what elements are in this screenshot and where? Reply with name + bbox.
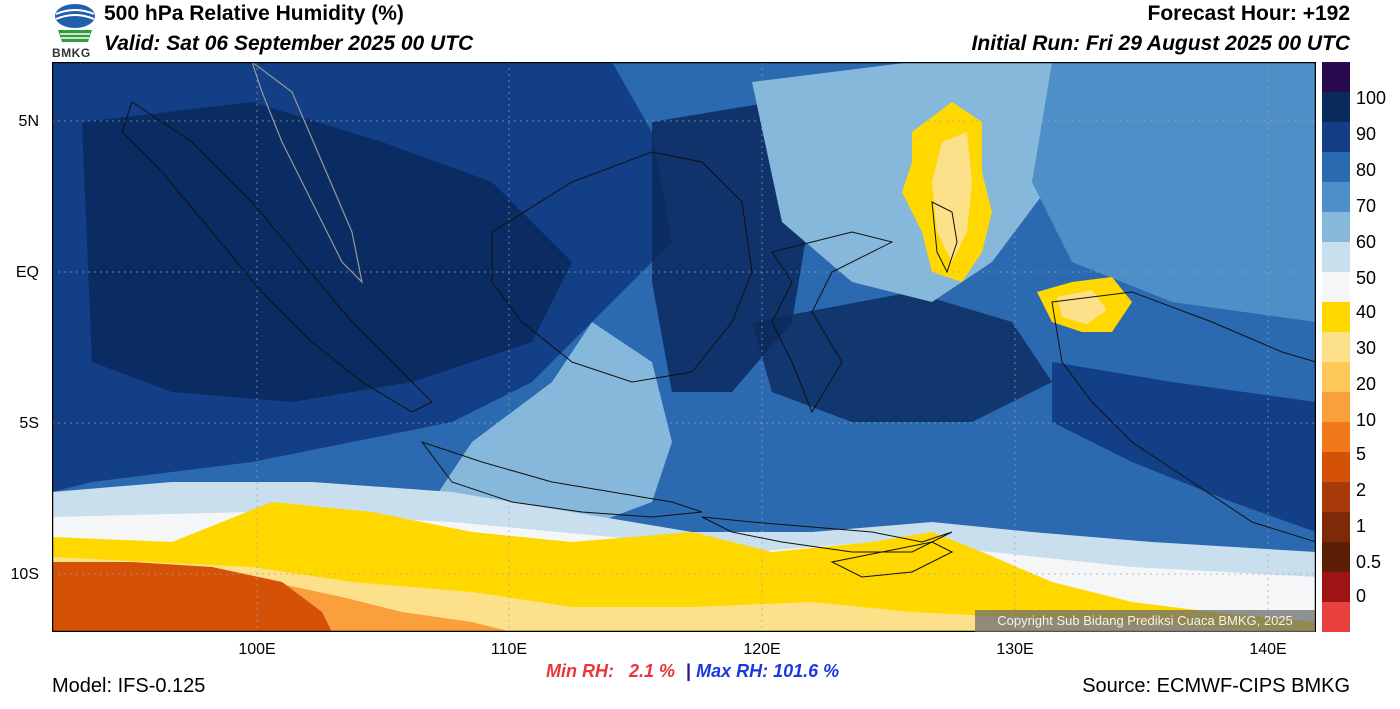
initial-run: Initial Run: Fri 29 August 2025 00 UTC bbox=[971, 32, 1350, 55]
valid-time: Valid: Sat 06 September 2025 00 UTC bbox=[104, 32, 474, 55]
coast-halmahera bbox=[931, 201, 958, 274]
source-label: Source: ECMWF-CIPS BMKG bbox=[1082, 675, 1350, 697]
coast-papua bbox=[1051, 291, 1316, 543]
colorbar-segment bbox=[1322, 452, 1350, 483]
colorbar-segment bbox=[1322, 602, 1350, 632]
colorbar-segment bbox=[1322, 332, 1350, 363]
colorbar-label: 0.5 bbox=[1356, 552, 1382, 572]
rh-separator: | bbox=[686, 661, 692, 681]
lon-label: 110E bbox=[490, 641, 528, 658]
coast-sumatra bbox=[121, 101, 433, 413]
lon-label: 120E bbox=[743, 641, 781, 658]
colorbar-segment bbox=[1322, 92, 1350, 123]
colorbar-segment bbox=[1322, 542, 1350, 573]
graticule bbox=[52, 62, 1316, 632]
field-very-dry-southwest bbox=[52, 562, 332, 632]
colorbar bbox=[1322, 62, 1350, 632]
field-moist-east bbox=[1052, 362, 1316, 532]
colorbar-segment bbox=[1322, 422, 1350, 453]
field-core-sulawesi bbox=[752, 292, 1052, 422]
field-core-west bbox=[82, 102, 572, 402]
colorbar-segment bbox=[1322, 512, 1350, 543]
coastlines bbox=[121, 101, 1316, 578]
max-rh-label: Max RH: 101.6 % bbox=[696, 661, 840, 681]
colorbar-segment bbox=[1322, 272, 1350, 303]
coast-nusa-tenggara bbox=[701, 516, 953, 553]
colorbar-label: 90 bbox=[1356, 124, 1377, 144]
colorbar-segment bbox=[1322, 482, 1350, 513]
coast-malay-peninsula bbox=[251, 62, 363, 284]
colorbar-label: 1 bbox=[1356, 516, 1367, 536]
rh-stats: Min RH: 2.1 % | Max RH: 101.6 % bbox=[546, 661, 839, 682]
colorbar-label: 0 bbox=[1356, 586, 1367, 606]
lon-label: 100E bbox=[238, 641, 276, 658]
colorbar-label: 100 bbox=[1356, 88, 1387, 108]
colorbar-label: 2 bbox=[1356, 480, 1367, 500]
field-dry-patch-papua-core bbox=[1057, 290, 1107, 324]
coast-borneo bbox=[491, 151, 753, 383]
map-title: 500 hPa Relative Humidity (%) bbox=[104, 2, 404, 25]
field-dry-patch-halmahera-core bbox=[932, 132, 972, 262]
humidity-map bbox=[52, 62, 1316, 632]
colorbar-segment bbox=[1322, 182, 1350, 213]
coast-sulawesi bbox=[771, 231, 894, 414]
lat-label: 10S bbox=[10, 566, 39, 583]
bmkg-logo-icon bbox=[55, 4, 95, 42]
colorbar-label: 10 bbox=[1356, 410, 1377, 430]
field-dry-tongue-central bbox=[432, 322, 672, 532]
colorbar-segment bbox=[1322, 122, 1350, 153]
forecast-hour: Forecast Hour: +192 bbox=[1147, 2, 1351, 25]
field-mid-east bbox=[1032, 62, 1316, 322]
colorbar-label: 20 bbox=[1356, 374, 1377, 394]
colorbar-segment bbox=[1322, 62, 1350, 93]
min-rh-label: Min RH: bbox=[546, 661, 614, 681]
colorbar-segment bbox=[1322, 242, 1350, 273]
lon-label: 130E bbox=[996, 641, 1034, 658]
min-rh-value: 2.1 % bbox=[629, 661, 676, 681]
colorbar-label: 5 bbox=[1356, 444, 1367, 464]
colorbar-label: 60 bbox=[1356, 232, 1377, 252]
colorbar-label: 30 bbox=[1356, 338, 1377, 358]
lat-label: 5S bbox=[19, 415, 39, 432]
colorbar-segment bbox=[1322, 572, 1350, 603]
colorbar-segment bbox=[1322, 152, 1350, 183]
coast-timor bbox=[830, 541, 954, 578]
logo-text: BMKG bbox=[52, 46, 91, 60]
colorbar-label: 50 bbox=[1356, 268, 1377, 288]
colorbar-segment bbox=[1322, 302, 1350, 333]
colorbar-label: 70 bbox=[1356, 196, 1377, 216]
model-label: Model: IFS-0.125 bbox=[52, 675, 206, 697]
copyright-notice: Copyright Sub Bidang Prediksi Cuaca BMKG… bbox=[975, 610, 1315, 632]
colorbar-label: 40 bbox=[1356, 302, 1377, 322]
coast-java bbox=[420, 441, 703, 518]
colorbar-segment bbox=[1322, 362, 1350, 393]
lat-label: EQ bbox=[15, 264, 39, 281]
lat-label: 5N bbox=[18, 113, 39, 130]
colorbar-segment bbox=[1322, 392, 1350, 423]
colorbar-label: 80 bbox=[1356, 160, 1377, 180]
lon-label: 140E bbox=[1249, 641, 1287, 658]
colorbar-segment bbox=[1322, 212, 1350, 243]
